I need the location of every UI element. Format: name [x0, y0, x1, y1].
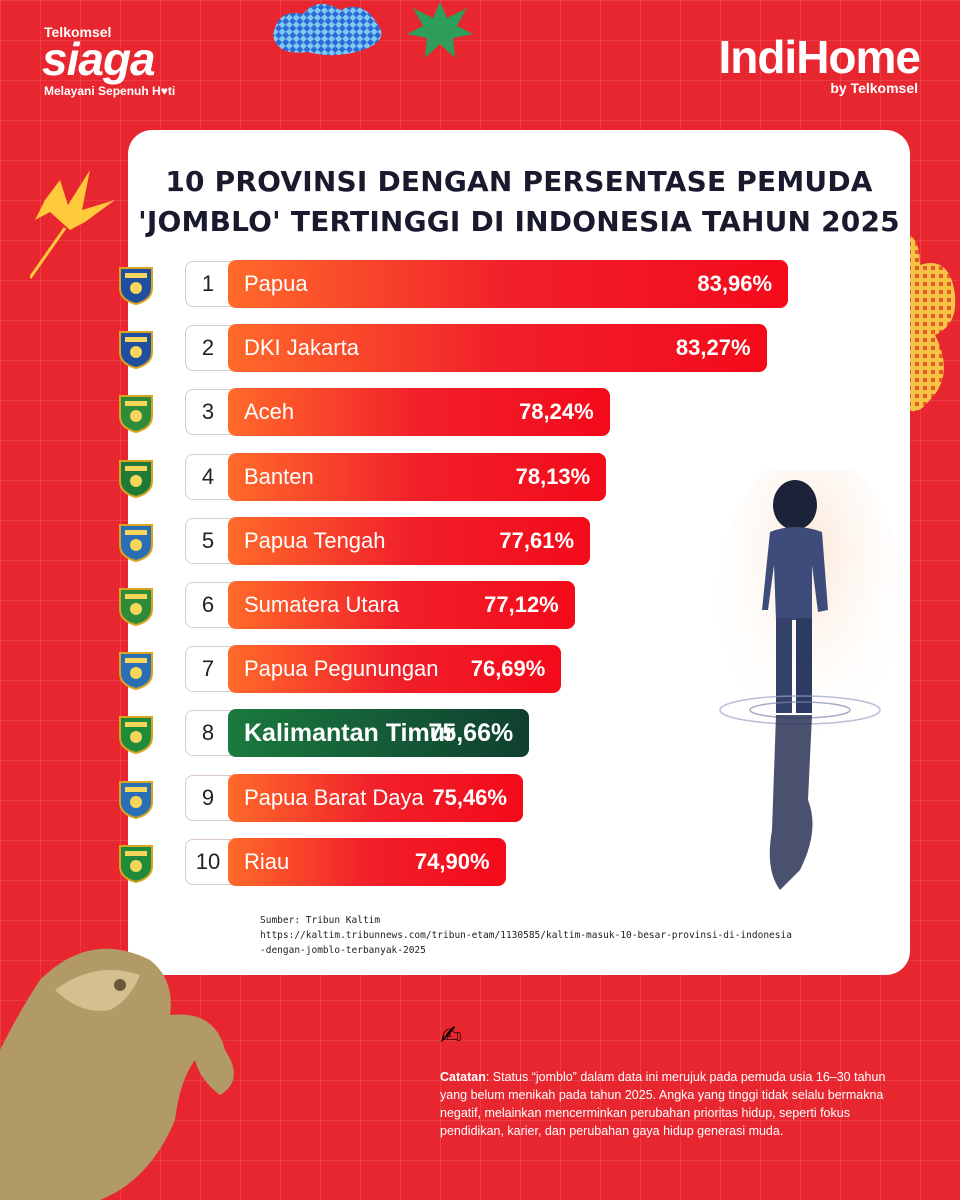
value-label: 76,69% [470, 656, 546, 682]
province-emblem-icon [119, 395, 153, 434]
siaga-logo: siaga [42, 33, 156, 85]
province-name: Riau [244, 848, 290, 874]
province-name: Aceh [244, 399, 295, 425]
value-label: 77,12% [484, 592, 559, 617]
value-label: 74,90% [414, 848, 490, 874]
value-label: 78,13% [515, 463, 591, 489]
golden-statue-decoration [0, 948, 234, 1200]
chart-row: 3 Aceh 78,24% [119, 388, 910, 438]
province-emblem-icon [119, 716, 153, 755]
rank-number: 8 [201, 720, 215, 746]
bar-papua-pegunungan [228, 645, 562, 694]
province-emblem-icon [119, 523, 153, 562]
source-label: Sumber: Tribun Kaltim [260, 915, 381, 926]
province-name: Banten [244, 463, 314, 489]
rank-number: 3 [201, 399, 215, 425]
value-label: 75,66% [428, 719, 514, 748]
rank-number: 6 [201, 592, 215, 617]
value-label: 83,96% [697, 271, 773, 296]
bar-papua-tengah [228, 516, 591, 565]
province-emblem-icon [119, 588, 153, 627]
chart-row: 7 Papua Pegunungan 76,69% [119, 645, 910, 695]
rank-number: 4 [201, 463, 215, 489]
siaga-tagline: Melayani Sepenuh H♥ti [44, 84, 176, 98]
province-name: Papua Barat Daya [244, 784, 424, 810]
chart-row: 8 Kalimantan Timur 75,66% [119, 709, 910, 759]
province-name: Kalimantan Timur [244, 719, 455, 748]
value-label: 83,27% [675, 335, 751, 361]
province-emblem-icon [119, 780, 153, 819]
chart-row: 2 DKI Jakarta 83,27% [119, 324, 910, 374]
source-citation: Sumber: Tribun Kaltim https://kaltim.tri… [260, 913, 870, 958]
note-text: Catatan: Status “jomblo” dalam data ini … [440, 1068, 910, 1140]
rank-number: 9 [201, 784, 215, 810]
province-emblem-icon [119, 652, 153, 691]
yellow-burst-decoration [30, 170, 115, 279]
bar-kalimantan-timur [228, 709, 530, 758]
rank-number: 1 [201, 271, 215, 296]
indihome-logo: IndiHome [718, 31, 921, 83]
rank-number: 10 [195, 848, 221, 874]
value-label: 77,61% [499, 527, 575, 553]
source-url-line-2: -dengan-jomblo-terbanyak-2025 [260, 945, 426, 956]
note-label: Catatan [440, 1070, 486, 1084]
standing-person-illustration [715, 470, 905, 890]
province-emblem-icon [119, 267, 153, 306]
province-name: DKI Jakarta [244, 335, 359, 361]
province-emblem-icon [119, 844, 153, 883]
chart-row: 9 Papua Barat Daya 75,46% [119, 773, 910, 824]
note-body: : Status “jomblo” dalam data ini merujuk… [440, 1070, 886, 1138]
checkered-cloud-decoration [273, 3, 382, 56]
province-name: Papua Pegunungan [244, 656, 439, 682]
bar-papua-barat-daya [228, 773, 523, 822]
province-emblem-icon [119, 459, 153, 498]
rank-number: 5 [201, 527, 215, 553]
telkomsel-label: Telkomsel [44, 24, 112, 40]
green-star-decoration [407, 2, 473, 58]
bar-dki-jakarta [228, 324, 767, 373]
chart-title-line-1: 10 PROVINSI DENGAN PERSENTASE PEMUDA [165, 165, 873, 198]
bar-sumatera-utara [228, 581, 575, 629]
chart-row: 10 Riau 74,90% [119, 837, 910, 888]
source-url-line-1: https://kaltim.tribunnews.com/tribun-eta… [260, 930, 792, 941]
chart-row: 5 Papua Tengah 77,61% [119, 516, 910, 567]
chart-row: 4 Banten 78,13% [119, 452, 910, 503]
value-label: 78,24% [519, 399, 594, 425]
bar-papua [228, 260, 789, 308]
bar-aceh [228, 388, 610, 437]
bar-riau [228, 837, 506, 886]
value-label: 75,46% [432, 784, 507, 810]
writing-hand-icon: ✍ [440, 1020, 462, 1050]
province-emblem-icon [119, 331, 153, 370]
province-name: Papua [244, 271, 308, 296]
chart-row: 1 Papua 83,96% [119, 260, 910, 310]
province-name: Papua Tengah [244, 527, 386, 553]
rank-number: 2 [201, 335, 215, 361]
indihome-sub-label: by Telkomsel [830, 80, 918, 96]
province-name: Sumatera Utara [244, 592, 400, 617]
rank-number: 7 [201, 656, 215, 682]
chart-title-line-2: 'JOMBLO' TERTINGGI DI INDONESIA TAHUN 20… [138, 205, 900, 238]
bar-banten [228, 452, 607, 501]
chart-title: 10 PROVINSI DENGAN PERSENTASE PEMUDA 'JO… [128, 162, 910, 242]
chart-row: 6 Sumatera Utara 77,12% [119, 581, 910, 631]
